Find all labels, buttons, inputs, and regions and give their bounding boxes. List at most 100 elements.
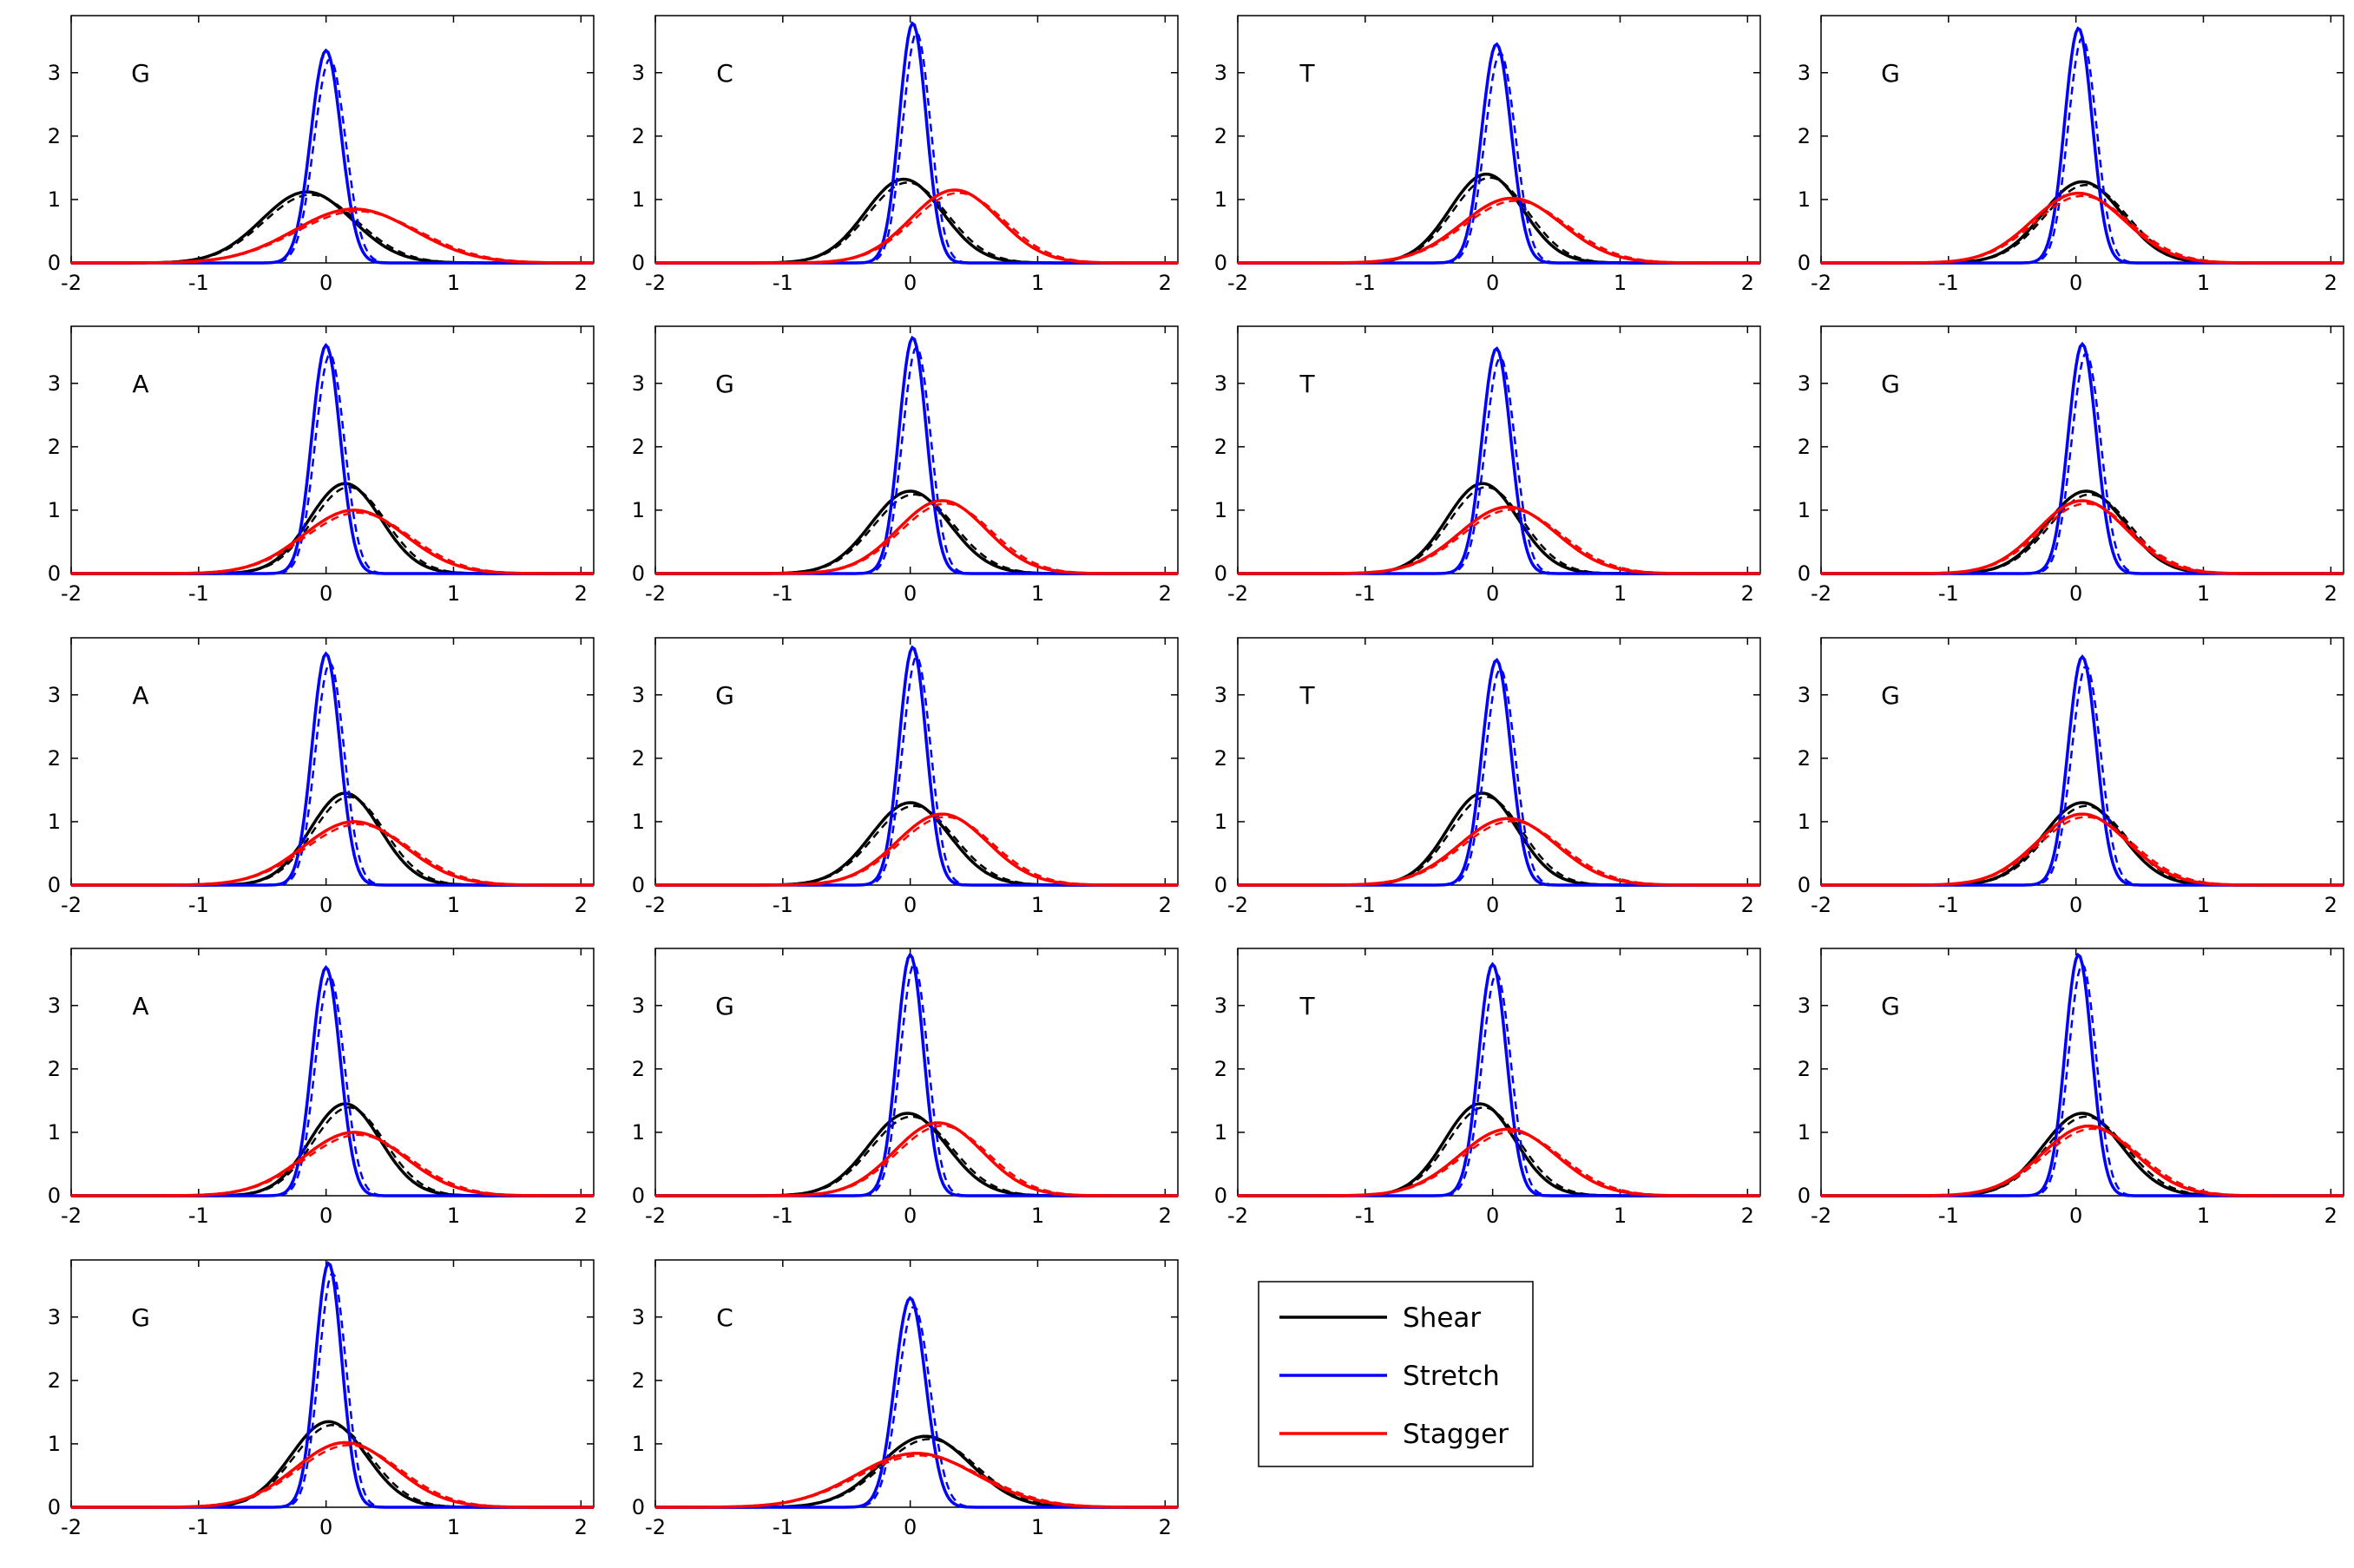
- x-tick-label: -1: [188, 1204, 209, 1228]
- stagger-curve-dashed: [1821, 816, 2344, 887]
- x-tick-label: 1: [2197, 581, 2210, 606]
- y-tick-label: 1: [632, 1432, 645, 1456]
- stretch-curve: [655, 952, 1178, 1197]
- shear-curve: [71, 1102, 594, 1197]
- x-tick-label: 2: [575, 271, 588, 295]
- shear-curve: [655, 1434, 1178, 1509]
- stagger-curve-dashed: [1821, 194, 2344, 265]
- axes-frame: [1237, 325, 1761, 574]
- stagger-curve: [1238, 505, 1760, 575]
- x-tick-label: -1: [773, 1515, 793, 1539]
- shear-curve-dashed: [1238, 176, 1760, 265]
- x-tick-label: 2: [1741, 271, 1754, 295]
- axes-frame: [654, 1259, 1179, 1508]
- y-tick-label: 1: [632, 1120, 645, 1145]
- x-tick-label: 2: [575, 581, 588, 606]
- y-tick-label: 3: [1214, 683, 1227, 707]
- x-tick-label: -2: [1811, 1204, 1831, 1228]
- y-tick-label: 1: [1214, 810, 1227, 834]
- x-tick-label: 2: [1159, 1515, 1172, 1539]
- x-tick-label: -2: [61, 581, 82, 606]
- stagger-curve-dashed: [655, 816, 1178, 887]
- shear-curve: [1238, 1102, 1760, 1197]
- x-tick-label: 0: [1486, 893, 1499, 917]
- y-tick-label: 2: [632, 1368, 645, 1393]
- shear-curve-dashed: [655, 1115, 1178, 1197]
- x-tick-label: -1: [1938, 271, 1959, 295]
- stagger-curve-dashed: [71, 1444, 594, 1509]
- y-tick-label: 2: [632, 124, 645, 148]
- x-tick-label: -1: [1938, 1204, 1959, 1228]
- panel-14: -2 -1 0 1 2 0 1 2 3 T: [1214, 948, 1761, 1228]
- axes-frame: [1820, 325, 2344, 574]
- x-tick-label: -2: [1227, 581, 1248, 606]
- panel-label: T: [1299, 59, 1315, 88]
- x-tick-label: -2: [61, 271, 82, 295]
- y-tick-label: 0: [48, 1495, 61, 1519]
- x-tick-label: -1: [1355, 271, 1376, 295]
- stagger-curve: [1238, 1127, 1760, 1197]
- shear-curve-dashed: [655, 1438, 1178, 1509]
- stretch-curve: [71, 1261, 594, 1509]
- x-tick-label: 1: [1031, 1204, 1044, 1228]
- y-tick-label: 1: [48, 498, 61, 522]
- x-tick-label: 2: [1159, 581, 1172, 606]
- x-tick-label: -1: [773, 1204, 793, 1228]
- panel-label: T: [1299, 681, 1315, 710]
- stretch-curve: [1238, 658, 1760, 887]
- panel-label: G: [715, 681, 734, 710]
- shear-curve-dashed: [655, 493, 1178, 575]
- stagger-curve-dashed: [1821, 1127, 2344, 1197]
- panel-label: A: [132, 370, 148, 398]
- panel-label: A: [132, 681, 148, 710]
- panel-15: -2 -1 0 1 2 0 1 2 3 G: [1798, 948, 2344, 1228]
- y-tick-label: 3: [1798, 994, 1811, 1018]
- x-tick-label: -1: [188, 893, 209, 917]
- shear-curve-dashed: [1821, 804, 2344, 887]
- axes-frame: [654, 948, 1179, 1197]
- axes-frame: [70, 15, 595, 264]
- y-tick-label: 3: [632, 1305, 645, 1329]
- x-tick-label: 1: [447, 1515, 460, 1539]
- y-tick-label: 1: [632, 498, 645, 522]
- y-tick-label: 2: [48, 1057, 61, 1081]
- x-tick-label: -2: [1227, 893, 1248, 917]
- panel-8: -2 -1 0 1 2 0 1 2 3 A: [48, 637, 595, 917]
- shear-curve: [655, 177, 1178, 265]
- axes-frame: [654, 15, 1179, 264]
- stagger-curve-dashed: [71, 823, 594, 887]
- shear-curve-dashed: [1238, 796, 1760, 887]
- y-tick-label: 3: [1798, 371, 1811, 396]
- stagger-curve-dashed: [71, 1133, 594, 1197]
- y-tick-label: 2: [1214, 124, 1227, 148]
- panel-label: G: [715, 992, 734, 1020]
- stretch-curve-dashed: [1238, 356, 1760, 575]
- stagger-curve: [655, 1121, 1178, 1197]
- shear-curve: [71, 482, 594, 575]
- axes-frame: [654, 325, 1179, 574]
- stretch-curve-dashed: [655, 1305, 1178, 1509]
- stretch-curve-dashed: [1238, 667, 1760, 887]
- x-tick-label: 2: [575, 1204, 588, 1228]
- axes-frame: [70, 637, 595, 886]
- shear-curve: [71, 190, 594, 265]
- stretch-curve: [1238, 346, 1760, 575]
- x-tick-label: 1: [447, 893, 460, 917]
- y-tick-label: 3: [632, 683, 645, 707]
- y-tick-label: 0: [1798, 251, 1811, 275]
- y-tick-label: 2: [632, 435, 645, 459]
- x-tick-label: -2: [645, 581, 666, 606]
- x-tick-label: -2: [1227, 271, 1248, 295]
- y-tick-label: 2: [48, 435, 61, 459]
- stagger-curve: [655, 1452, 1178, 1509]
- x-tick-label: -2: [1227, 1204, 1248, 1228]
- stagger-curve: [1821, 812, 2344, 887]
- panel-label: G: [131, 1303, 150, 1332]
- x-tick-label: -2: [645, 271, 666, 295]
- x-tick-label: 0: [904, 1204, 917, 1228]
- stagger-curve: [655, 812, 1178, 887]
- y-tick-label: 0: [1798, 1184, 1811, 1208]
- x-tick-label: -1: [188, 581, 209, 606]
- stagger-curve: [71, 1440, 594, 1509]
- y-tick-label: 0: [632, 1184, 645, 1208]
